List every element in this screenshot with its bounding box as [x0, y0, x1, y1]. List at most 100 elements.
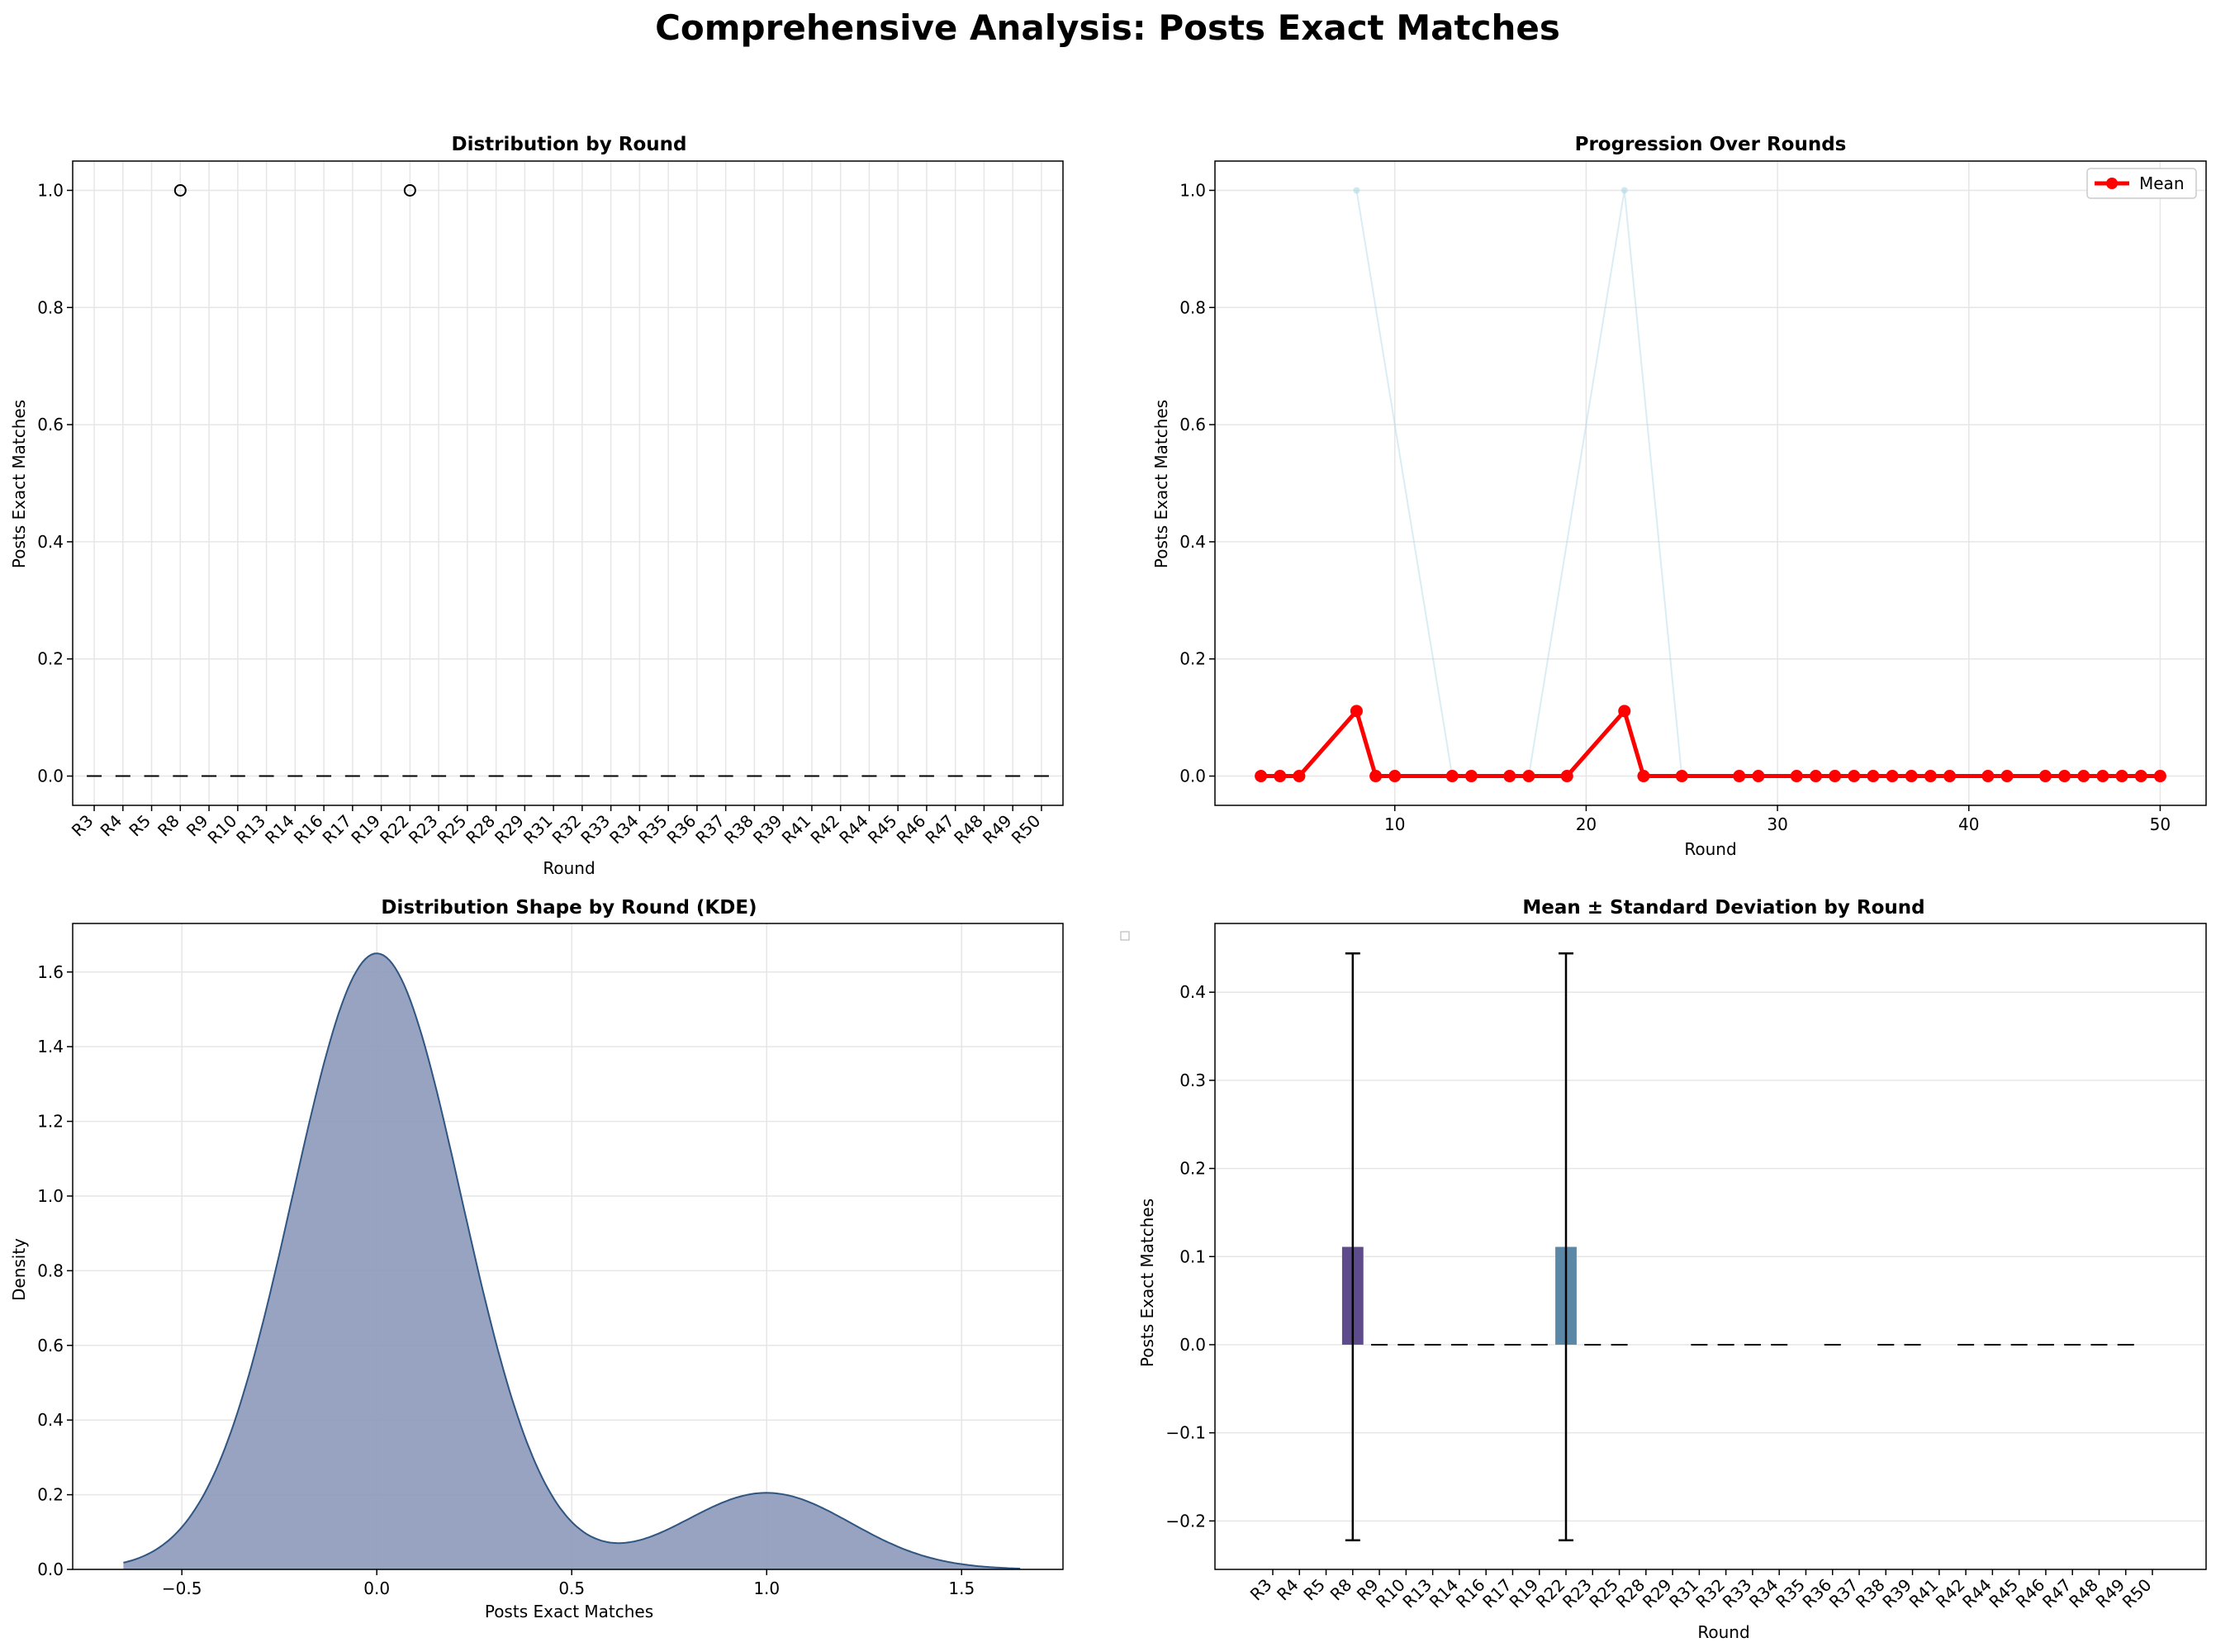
y-tick-label: 1.2	[37, 1112, 64, 1132]
x-tick-label: R39	[749, 811, 786, 848]
y-tick-label: 0.4	[37, 532, 64, 552]
x-tick-label: R50	[1008, 811, 1045, 848]
mean-point	[1522, 770, 1535, 783]
y-tick-label: 0.0	[1179, 767, 1206, 786]
x-tick-label: R25	[434, 811, 471, 848]
x-tick-label: R38	[720, 811, 757, 848]
panel4-ylabel: Posts Exact Matches	[1137, 1199, 1157, 1367]
x-tick-label: R46	[893, 811, 930, 848]
mean-point	[1293, 770, 1306, 783]
mean-point	[1848, 770, 1861, 783]
panel-kde: Distribution Shape by Round (KDE) Posts …	[9, 897, 1064, 1621]
x-tick-label: 0.0	[363, 1578, 390, 1598]
y-tick-label: 0.6	[1179, 415, 1206, 434]
mean-point	[2000, 770, 2014, 783]
y-tick-label: 0.0	[37, 1559, 64, 1579]
y-tick-label: 0.4	[37, 1410, 64, 1430]
kde-line	[123, 952, 1021, 1569]
mean-point	[1905, 770, 1918, 783]
x-tick-label: R48	[950, 811, 987, 848]
y-tick-label: 0.6	[37, 1336, 64, 1355]
mean-point	[2038, 770, 2052, 783]
x-tick-label: R33	[577, 811, 614, 848]
y-tick-label: 0.2	[37, 1485, 64, 1505]
x-tick-label: R42	[806, 811, 843, 848]
x-tick-label: R44	[835, 811, 872, 848]
mean-point	[1943, 770, 1957, 783]
mean-point	[1369, 770, 1383, 783]
axes-frame	[72, 923, 1064, 1570]
mean-point	[1503, 770, 1516, 783]
mean-point	[1637, 770, 1650, 783]
y-tick-label: 1.0	[1179, 180, 1206, 200]
y-tick-label: 0.4	[1179, 532, 1206, 552]
y-tick-label: 1.6	[37, 962, 64, 982]
mean-point	[2096, 770, 2109, 783]
x-tick-label: R34	[605, 811, 643, 848]
x-tick-label: R8	[1326, 1575, 1356, 1605]
mean-point	[1274, 770, 1287, 783]
mean-point	[2153, 770, 2166, 783]
x-tick-label: 0.5	[558, 1578, 585, 1598]
x-tick-label: 10	[1384, 814, 1405, 834]
x-tick-label: R17	[319, 811, 356, 848]
y-tick-label: 0.2	[1179, 649, 1206, 669]
panel4-title: Mean ± Standard Deviation by Round	[1522, 897, 1924, 919]
x-tick-label: R16	[290, 811, 327, 848]
empty-legend-box	[1120, 931, 1130, 941]
x-tick-label: R10	[204, 811, 241, 848]
x-tick-label: R35	[634, 811, 671, 848]
mean-point	[1752, 770, 1765, 783]
panel4-xlabel: Round	[1697, 1622, 1749, 1642]
outlier-R8	[173, 183, 187, 197]
y-tick-label: 0.1	[1179, 1246, 1206, 1266]
y-tick-label: 0.2	[1179, 1159, 1206, 1179]
mean-point	[1560, 770, 1573, 783]
x-tick-label: R31	[520, 811, 557, 848]
x-tick-label: 30	[1767, 814, 1787, 834]
panel3-ylabel: Density	[9, 1238, 29, 1301]
y-tick-label: 1.0	[37, 180, 64, 200]
mean-point	[1445, 770, 1459, 783]
x-tick-label: R23	[405, 811, 442, 848]
mean-point	[1981, 770, 1995, 783]
mean-point	[1733, 770, 1746, 783]
x-tick-label: 20	[1576, 814, 1597, 834]
x-tick-label: R3	[68, 811, 97, 841]
x-tick-label: R37	[691, 811, 728, 848]
mean-point	[1350, 705, 1363, 718]
figure-title: Comprehensive Analysis: Posts Exact Matc…	[655, 7, 1560, 48]
x-tick-label: R19	[347, 811, 384, 848]
x-tick-label: R41	[778, 811, 815, 848]
mean-point	[1886, 770, 1899, 783]
x-tick-label: R28	[462, 811, 499, 848]
mean-point	[1867, 770, 1880, 783]
y-tick-label: 1.4	[37, 1037, 64, 1056]
mean-point	[2077, 770, 2090, 783]
legend: Mean	[2086, 168, 2197, 199]
y-tick-label: −0.2	[1165, 1511, 1206, 1531]
x-tick-label: 1.5	[948, 1578, 975, 1598]
x-tick-label: R8	[154, 811, 183, 841]
mean-point	[1829, 770, 1842, 783]
legend-label-mean: Mean	[2139, 173, 2185, 193]
panel3-xlabel: Posts Exact Matches	[485, 1602, 653, 1621]
mean-point	[1618, 705, 1631, 718]
y-tick-label: 0.4	[1179, 982, 1206, 1002]
mean-point	[1255, 770, 1268, 783]
panel-mean-std: Mean ± Standard Deviation by Round Round…	[1120, 897, 2207, 1642]
y-tick-label: 0.0	[1179, 1335, 1206, 1355]
mean-point	[1924, 770, 1937, 783]
kde-area	[123, 953, 1021, 1569]
x-tick-label: R45	[864, 811, 901, 848]
mean-point	[1464, 770, 1478, 783]
panel2-ylabel: Posts Exact Matches	[1151, 400, 1171, 568]
panel2-xlabel: Round	[1684, 839, 1736, 859]
axes-frame	[1214, 160, 2207, 806]
x-tick-label: R50	[2119, 1575, 2156, 1612]
x-tick-label: R4	[97, 811, 126, 841]
x-tick-label: R4	[1273, 1575, 1303, 1605]
mean-point	[2115, 770, 2128, 783]
individual-series-line	[1355, 190, 1683, 777]
x-tick-label: R5	[1299, 1575, 1329, 1605]
